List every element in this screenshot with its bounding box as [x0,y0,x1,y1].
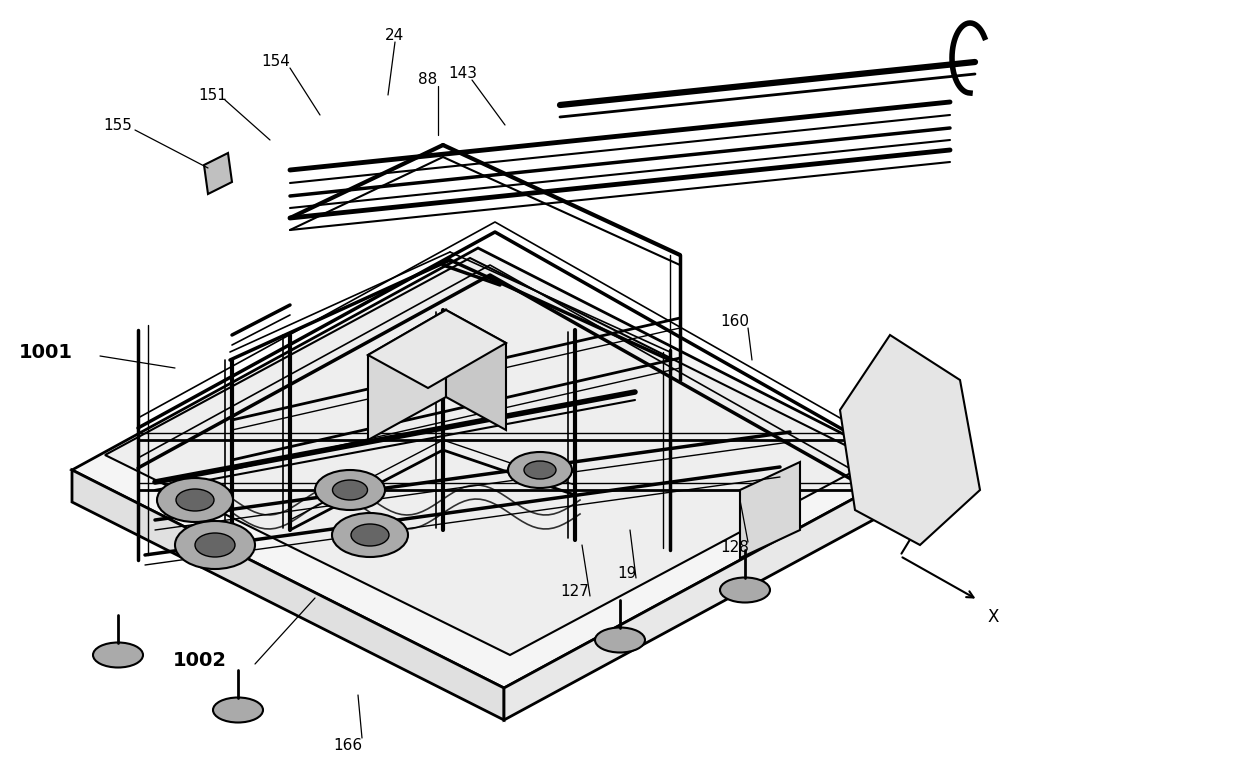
Ellipse shape [524,461,556,479]
Text: 155: 155 [104,117,133,132]
Text: 166: 166 [333,738,363,752]
Ellipse shape [315,470,385,510]
Ellipse shape [595,627,646,652]
Polygon shape [368,310,446,440]
Polygon shape [446,310,506,430]
Ellipse shape [332,480,368,500]
Text: X: X [987,608,1000,626]
Text: 1002: 1002 [173,651,227,669]
Text: 143: 143 [449,67,477,81]
Ellipse shape [175,521,255,569]
Polygon shape [72,248,909,688]
Ellipse shape [720,578,769,602]
Text: 19: 19 [617,566,637,582]
Ellipse shape [195,533,235,557]
Ellipse shape [157,478,233,522]
Polygon shape [740,462,800,558]
Ellipse shape [213,698,263,723]
Polygon shape [72,470,504,720]
Text: 24: 24 [385,27,405,42]
Polygon shape [368,310,506,388]
Ellipse shape [93,643,142,667]
Text: 127: 127 [560,584,590,600]
Ellipse shape [176,489,214,511]
Ellipse shape [508,452,572,488]
Text: 1001: 1001 [19,342,73,362]
Polygon shape [105,258,875,655]
Ellipse shape [332,513,408,557]
Polygon shape [204,153,232,194]
Text: 151: 151 [198,88,228,103]
Text: 88: 88 [419,73,437,88]
Polygon shape [504,468,909,720]
Polygon shape [840,335,980,545]
Text: 128: 128 [721,539,750,554]
Text: Y: Y [938,485,948,503]
Ellipse shape [351,524,389,546]
Text: 154: 154 [261,55,290,70]
Text: 160: 160 [721,315,750,330]
